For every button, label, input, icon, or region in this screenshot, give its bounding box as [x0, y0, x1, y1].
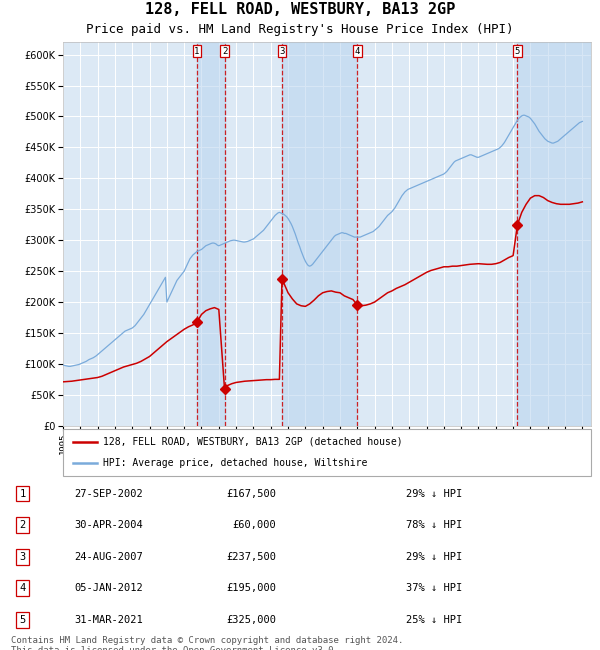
Text: 3: 3	[280, 47, 284, 56]
Text: £60,000: £60,000	[233, 520, 277, 530]
Text: Contains HM Land Registry data © Crown copyright and database right 2024.
This d: Contains HM Land Registry data © Crown c…	[11, 636, 403, 650]
Text: 37% ↓ HPI: 37% ↓ HPI	[406, 583, 462, 593]
Text: £325,000: £325,000	[226, 615, 277, 625]
Text: 5: 5	[19, 615, 26, 625]
Text: 31-MAR-2021: 31-MAR-2021	[74, 615, 143, 625]
Text: 4: 4	[355, 47, 360, 56]
Text: 1: 1	[19, 489, 26, 499]
Text: £167,500: £167,500	[226, 489, 277, 499]
Text: 128, FELL ROAD, WESTBURY, BA13 2GP: 128, FELL ROAD, WESTBURY, BA13 2GP	[145, 2, 455, 17]
Text: Price paid vs. HM Land Registry's House Price Index (HPI): Price paid vs. HM Land Registry's House …	[86, 23, 514, 36]
Text: 29% ↓ HPI: 29% ↓ HPI	[406, 552, 462, 562]
Text: 78% ↓ HPI: 78% ↓ HPI	[406, 520, 462, 530]
Text: 2: 2	[222, 47, 227, 56]
Text: 25% ↓ HPI: 25% ↓ HPI	[406, 615, 462, 625]
Bar	[282, 42, 358, 426]
Text: 2: 2	[19, 520, 26, 530]
Bar	[197, 42, 224, 426]
Text: 128, FELL ROAD, WESTBURY, BA13 2GP (detached house): 128, FELL ROAD, WESTBURY, BA13 2GP (deta…	[103, 437, 402, 447]
Text: 29% ↓ HPI: 29% ↓ HPI	[406, 489, 462, 499]
Text: HPI: Average price, detached house, Wiltshire: HPI: Average price, detached house, Wilt…	[103, 458, 367, 468]
FancyBboxPatch shape	[63, 429, 591, 476]
Text: 5: 5	[515, 47, 520, 56]
Text: 24-AUG-2007: 24-AUG-2007	[74, 552, 143, 562]
Text: 05-JAN-2012: 05-JAN-2012	[74, 583, 143, 593]
Text: 1: 1	[194, 47, 200, 56]
Text: £195,000: £195,000	[226, 583, 277, 593]
Text: 30-APR-2004: 30-APR-2004	[74, 520, 143, 530]
Text: 3: 3	[19, 552, 26, 562]
Text: 4: 4	[19, 583, 26, 593]
Text: £237,500: £237,500	[226, 552, 277, 562]
Text: 27-SEP-2002: 27-SEP-2002	[74, 489, 143, 499]
Bar	[517, 42, 591, 426]
